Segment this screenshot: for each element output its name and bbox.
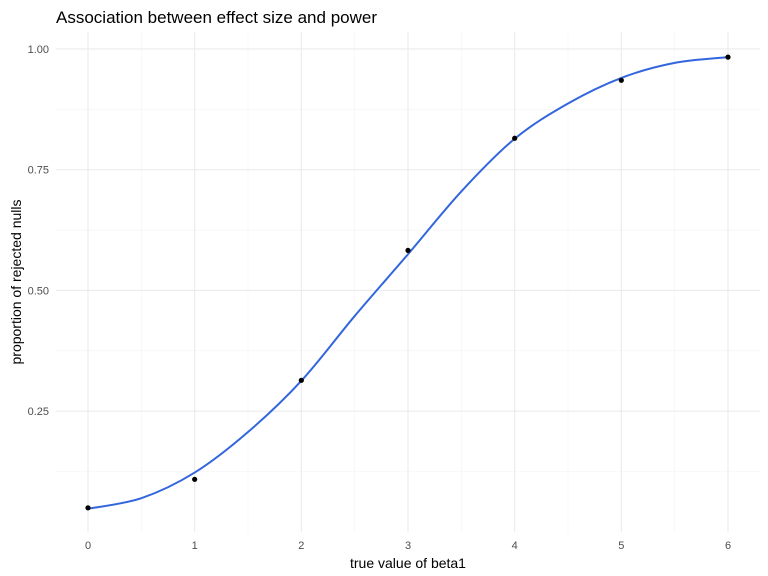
- data-point: [405, 247, 411, 253]
- data-points-layer: [85, 54, 731, 511]
- x-tick-label: 4: [512, 540, 518, 552]
- y-tick-label: 0.25: [28, 406, 49, 418]
- y-tick-labels: 0.25 0.50 0.75 1.00: [28, 44, 49, 418]
- y-axis-title: proportion of rejected nulls: [8, 200, 24, 365]
- x-tick-labels: 0 1 2 3 4 5 6: [85, 540, 731, 552]
- data-point: [85, 505, 91, 511]
- x-tick-label: 5: [618, 540, 624, 552]
- x-axis-title: true value of beta1: [350, 555, 466, 571]
- y-tick-label: 0.50: [28, 285, 49, 297]
- smooth-curve-layer: [87, 56, 729, 510]
- data-point: [298, 377, 304, 383]
- x-tick-label: 6: [725, 540, 731, 552]
- data-point: [512, 135, 518, 141]
- major-gridlines: [56, 32, 760, 532]
- y-tick-label: 0.75: [28, 165, 49, 177]
- x-tick-label: 3: [405, 540, 411, 552]
- chart-title: Association between effect size and powe…: [56, 8, 377, 27]
- smooth-trend-line: [87, 56, 729, 510]
- data-point: [725, 54, 731, 60]
- data-point: [192, 476, 198, 482]
- y-tick-label: 1.00: [28, 44, 49, 56]
- x-tick-label: 1: [192, 540, 198, 552]
- x-tick-label: 2: [298, 540, 304, 552]
- x-tick-label: 0: [85, 540, 91, 552]
- data-point: [618, 77, 624, 83]
